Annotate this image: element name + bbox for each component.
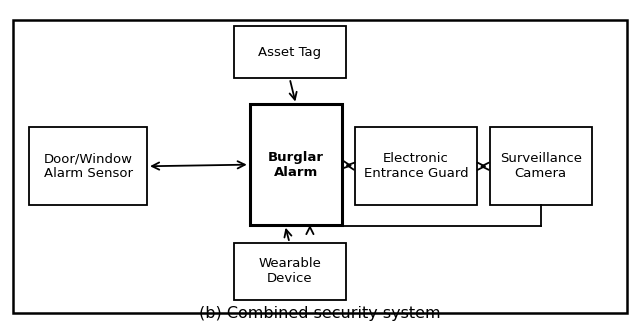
Text: Wearable
Device: Wearable Device: [258, 258, 321, 285]
Bar: [490, 127, 592, 205]
Bar: [355, 127, 477, 205]
Text: Burglar
Alarm: Burglar Alarm: [268, 151, 324, 179]
Bar: [250, 104, 342, 225]
Text: Asset Tag: Asset Tag: [258, 46, 321, 59]
Text: Electronic
Entrance Guard: Electronic Entrance Guard: [364, 152, 468, 180]
Bar: [234, 243, 346, 300]
Text: Door/Window
Alarm Sensor: Door/Window Alarm Sensor: [44, 152, 132, 180]
Bar: [29, 127, 147, 205]
Bar: [234, 26, 346, 78]
Text: (b) Combined security system: (b) Combined security system: [199, 306, 441, 321]
Text: Surveillance
Camera: Surveillance Camera: [500, 152, 582, 180]
